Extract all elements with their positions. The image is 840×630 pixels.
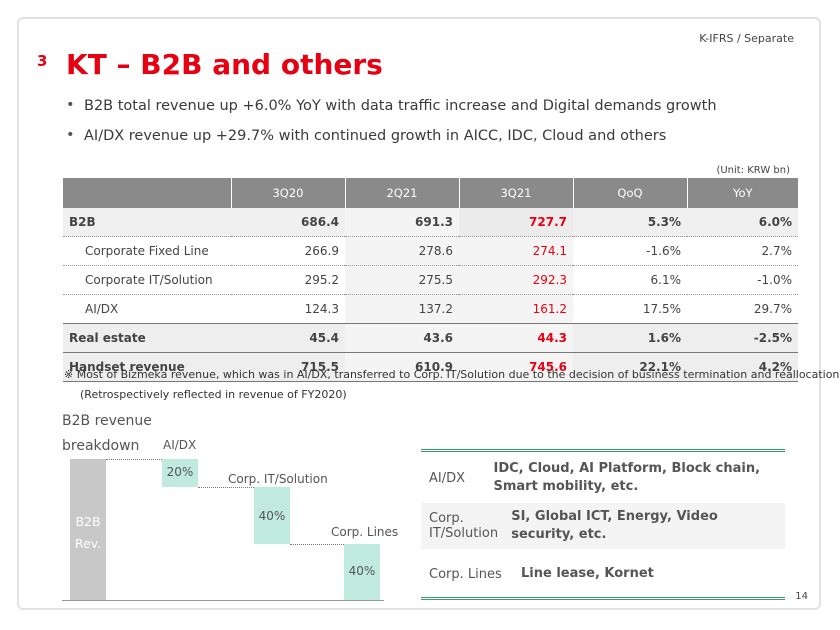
corp-lines-bar-value: 40% (348, 564, 376, 578)
bullet-item: AI/DX revenue up +29.7% with continued g… (66, 127, 717, 144)
corp-lines-bar: 40% (344, 544, 380, 600)
table-cell: 17.5% (573, 294, 687, 324)
aidx-bar: 20% (162, 459, 198, 487)
table-cell: 691.3 (345, 208, 459, 237)
b2b-total-label: Rev. (74, 536, 102, 551)
table-cell: -1.6% (573, 236, 687, 266)
aidx-bar-label: AI/DX (163, 438, 197, 452)
bullet-item: B2B total revenue up +6.0% YoY with data… (66, 97, 717, 114)
table-cell: 2.7% (687, 236, 798, 266)
table-cell: 745.6 (459, 352, 573, 382)
table-row: Corporate IT/Solution 295.2 275.5 292.3 … (63, 265, 798, 295)
table-cell: 274.1 (459, 236, 573, 266)
page-title: KT – B2B and others (66, 48, 383, 81)
table-cell: 266.9 (231, 236, 345, 266)
segment-name: Corp. Lines (429, 566, 502, 582)
table-header: 3Q20 (231, 178, 346, 208)
section-number: 3 (37, 52, 48, 70)
table-cell: -2.5% (687, 323, 798, 353)
bullet-list: B2B total revenue up +6.0% YoY with data… (66, 97, 717, 158)
table-row: Handset revenue 715.5 610.9 745.6 22.1% … (63, 352, 798, 382)
description-row: Corp. IT/Solution SI, Global ICT, Energy… (421, 503, 785, 549)
row-label: Handset revenue (63, 352, 231, 382)
corp-it-bar-label: Corp. IT/Solution (228, 472, 328, 486)
table-cell: 275.5 (345, 265, 459, 295)
table-cell: 22.1% (573, 352, 687, 382)
row-label: Real estate (63, 323, 231, 353)
corp-it-bar: 40% (254, 487, 290, 544)
revenue-table: 3Q20 2Q21 3Q21 QoQ YoY B2B 686.4 691.3 7… (63, 178, 798, 382)
table-cell: 295.2 (231, 265, 345, 295)
green-rule (421, 449, 785, 450)
table-cell: 161.2 (459, 294, 573, 324)
table-cell: 6.1% (573, 265, 687, 295)
unit-label: (Unit: KRW bn) (716, 165, 790, 176)
table-cell: 1.6% (573, 323, 687, 353)
table-cell: 43.6 (345, 323, 459, 353)
table-cell: 44.3 (459, 323, 573, 353)
segment-detail: SI, Global ICT, Energy, Video security, … (511, 509, 718, 542)
corp-lines-bar-label: Corp. Lines (331, 525, 399, 539)
table-row: AI/DX 124.3 137.2 161.2 17.5% 29.7% (63, 294, 798, 324)
table-cell: 292.3 (459, 265, 573, 295)
page-number: 14 (795, 591, 808, 602)
table-cell: 45.4 (231, 323, 345, 353)
table-row: Real estate 45.4 43.6 44.3 1.6% -2.5% (63, 323, 798, 353)
footnote: ※ Most of Bizmeka revenue, which was in … (64, 365, 839, 405)
table-header-row: 3Q20 2Q21 3Q21 QoQ YoY (63, 178, 798, 208)
table-row: B2B 686.4 691.3 727.7 5.3% 6.0% (63, 208, 798, 237)
row-label: Corporate Fixed Line (63, 236, 231, 266)
table-cell: 686.4 (231, 208, 345, 237)
table-cell: 29.7% (687, 294, 798, 324)
chart-baseline (62, 600, 384, 601)
connector-line (290, 544, 344, 545)
segment-detail: Line lease, Kornet (521, 566, 654, 581)
table-header: YoY (687, 178, 798, 208)
table-cell: 4.2% (687, 352, 798, 382)
table-cell: 6.0% (687, 208, 798, 237)
accounting-badge: K-IFRS / Separate (699, 32, 794, 45)
table-cell: 727.7 (459, 208, 573, 237)
table-cell: 610.9 (345, 352, 459, 382)
footnote-line: (Retrospectively reflected in revenue of… (80, 388, 347, 401)
breakdown-title: B2B revenue breakdown (62, 409, 152, 459)
table-cell: -1.0% (687, 265, 798, 295)
segment-name: Corp. IT/Solution (429, 511, 499, 541)
row-label: Corporate IT/Solution (63, 265, 231, 295)
connector-line (106, 459, 162, 460)
table-header: 3Q21 (459, 178, 574, 208)
table-row: Corporate Fixed Line 266.9 278.6 274.1 -… (63, 236, 798, 266)
segment-detail: IDC, Cloud, AI Platform, Block chain, Sm… (493, 461, 761, 494)
green-rule (421, 597, 785, 598)
table-cell: 715.5 (231, 352, 345, 382)
row-label: AI/DX (63, 294, 231, 324)
green-rule (421, 451, 785, 452)
b2b-total-bar: B2B Rev. (70, 459, 106, 600)
b2b-total-label: B2B (75, 514, 101, 529)
table-cell: 278.6 (345, 236, 459, 266)
breakdown-title-line: B2B revenue (62, 413, 152, 429)
table-header: 2Q21 (345, 178, 460, 208)
table-header (63, 178, 232, 208)
aidx-bar-value: 20% (166, 465, 194, 479)
description-row: Corp. Lines Line lease, Kornet (421, 553, 785, 595)
table-cell: 137.2 (345, 294, 459, 324)
segment-name: AI/DX (429, 470, 466, 486)
table-cell: 124.3 (231, 294, 345, 324)
footnote-line: ※ Most of Bizmeka revenue, which was in … (64, 368, 840, 381)
connector-line (198, 487, 254, 488)
corp-it-bar-value: 40% (258, 509, 286, 523)
green-rule (421, 599, 785, 600)
table-header: QoQ (573, 178, 688, 208)
table-cell: 5.3% (573, 208, 687, 237)
breakdown-title-line: breakdown (62, 438, 140, 454)
description-row: AI/DX IDC, Cloud, AI Platform, Block cha… (421, 455, 785, 501)
row-label: B2B (63, 208, 231, 237)
